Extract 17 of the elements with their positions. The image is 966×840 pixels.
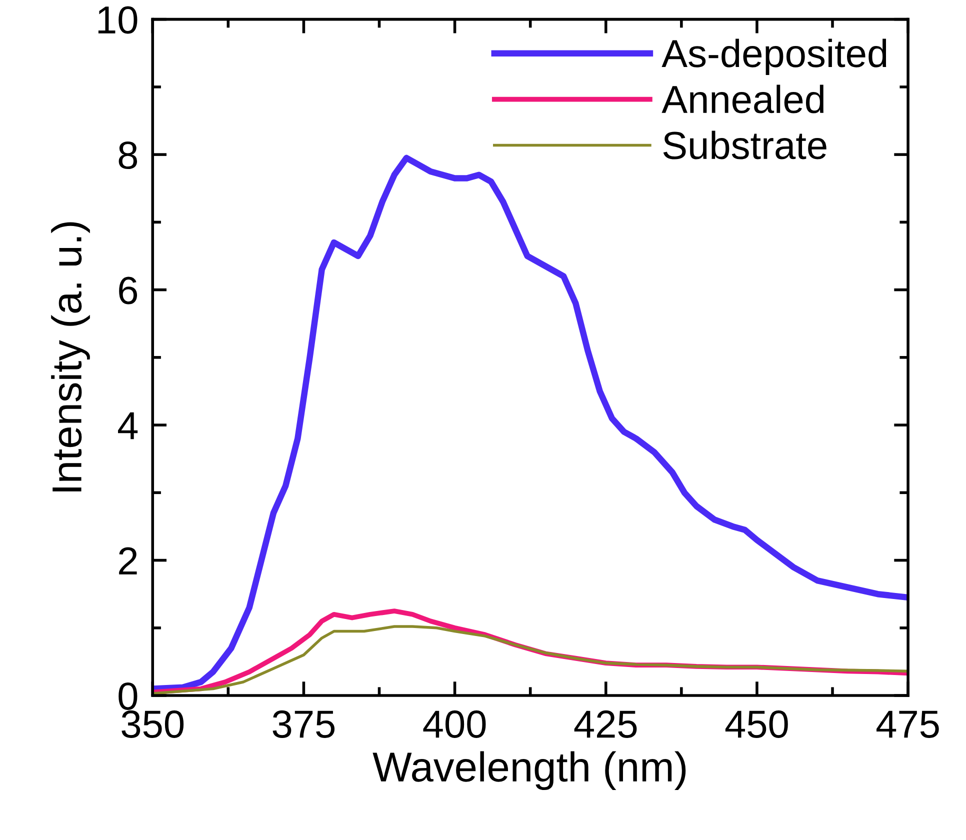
y-tick-label: 8 (118, 141, 138, 170)
y-axis-title: Intensity (a. u.) (51, 222, 90, 492)
legend-label: Annealed (662, 84, 824, 114)
legend-label: Substrate (663, 130, 826, 160)
y-tick-label: 4 (118, 412, 138, 440)
x-tick-label: 400 (423, 710, 486, 738)
x-tick-label: 350 (122, 710, 184, 738)
x-tick-label: 375 (272, 710, 335, 738)
y-tick-label: 0 (118, 682, 138, 710)
y-tick-label: 10 (98, 6, 138, 34)
y-tick-label: 6 (119, 276, 138, 304)
legend-label: As-deposited (662, 38, 886, 76)
x-tick-label: 425 (574, 710, 637, 738)
x-axis-title: Wavelength (nm) (372, 751, 686, 790)
x-tick-label: 450 (725, 710, 788, 738)
x-tick-label: 475 (876, 710, 939, 738)
y-tick-label: 2 (119, 547, 137, 574)
